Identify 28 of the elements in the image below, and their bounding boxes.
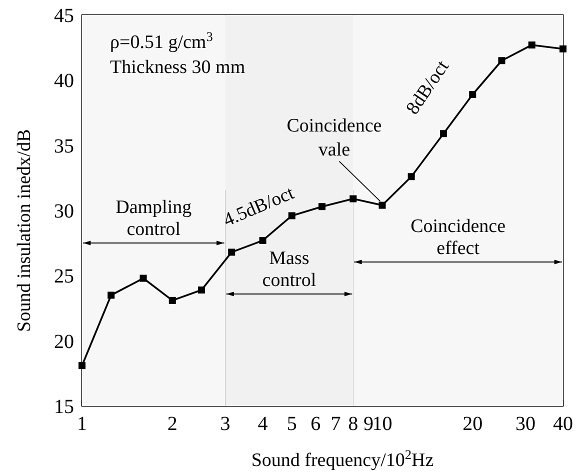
y-tick-label: 40 (54, 70, 74, 92)
x-tick-label: 20 (462, 413, 483, 435)
x-tick-label: 40 (553, 413, 573, 435)
x-tick-label: 6 (310, 413, 321, 435)
y-tick-label: 25 (54, 266, 74, 288)
band-label: Dampling control (116, 197, 192, 240)
x-tick-label: 7 (330, 413, 341, 435)
annotation: ρ=0.51 g/cm$^{3}$ (110, 28, 214, 53)
y-tick-label: 45 (54, 5, 74, 27)
x-tick-label: 1 (77, 413, 87, 435)
x-tick-label: 8 (348, 413, 358, 435)
annotation: Coincidence vale (286, 115, 382, 160)
y-axis-title: Sound insulation inedx/dB (14, 129, 35, 332)
x-tick-label: 30 (515, 413, 536, 435)
x-tick-label: 9 (364, 413, 374, 435)
x-tick-label: 4 (258, 413, 268, 435)
band-label: Coincidence effect (410, 216, 506, 259)
y-tick-label: 20 (54, 330, 74, 353)
x-axis-title: Sound frequency/10$^{2}$Hz (251, 446, 434, 471)
annotation: Thickness 30 mm (110, 57, 246, 78)
x-tick-label: 2 (167, 413, 178, 435)
x-tick-label: 10 (372, 413, 392, 435)
y-tick-label: 15 (54, 396, 74, 418)
y-tick-label: 35 (54, 135, 74, 158)
y-tick-label: 30 (54, 200, 74, 222)
x-tick-label: 5 (286, 413, 297, 435)
x-tick-label: 3 (220, 413, 230, 435)
band-label: Mass control (262, 248, 316, 291)
